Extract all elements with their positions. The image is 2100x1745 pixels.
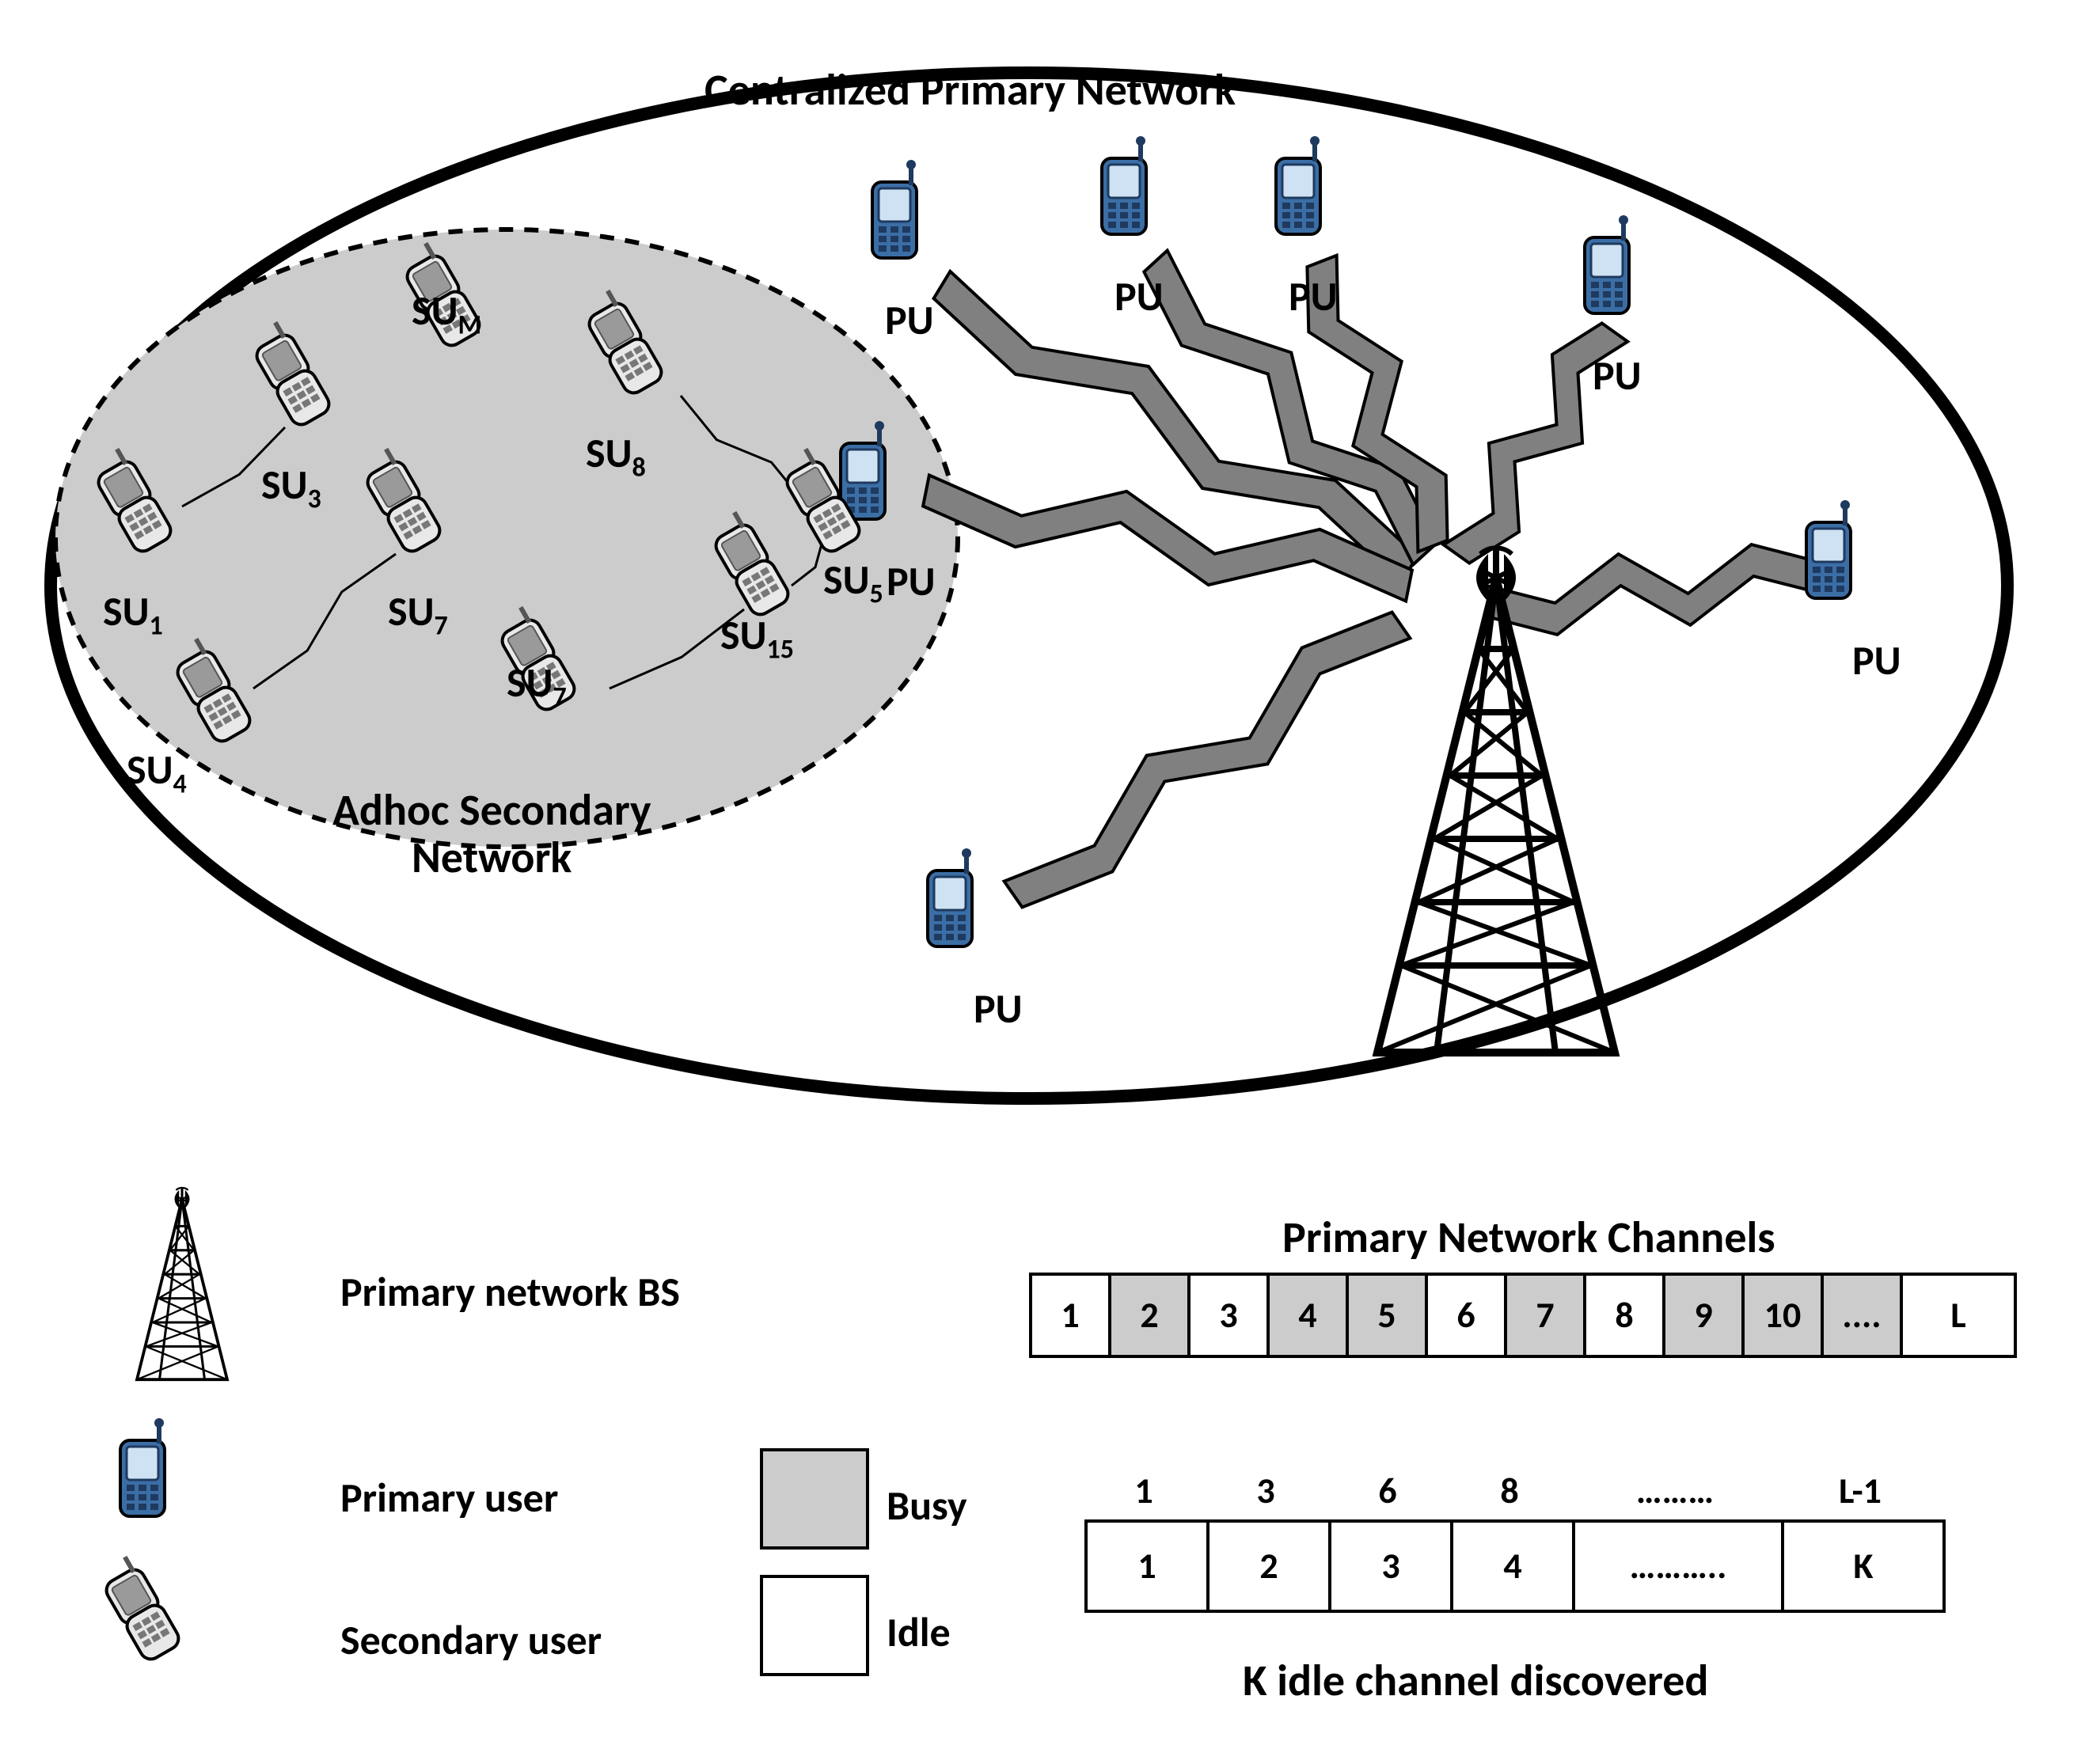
channel-cell: 5	[1349, 1276, 1428, 1355]
channel-cell: L	[1903, 1276, 2014, 1355]
pu-label: PU	[887, 556, 936, 606]
legend-idle-label: Idle	[887, 1607, 951, 1657]
idle-channel-cell: 2	[1209, 1523, 1331, 1610]
title-adhoc-line2: Network	[412, 831, 572, 885]
idle-top-label: 8	[1450, 1469, 1569, 1513]
idle-top-label: 3	[1206, 1469, 1325, 1513]
legend-idle-swatch	[760, 1575, 869, 1676]
idle-channel-cell: 1	[1088, 1523, 1209, 1610]
su-label: SU8	[586, 427, 646, 484]
pu-phone-icon	[1585, 215, 1629, 313]
pu-label: PU	[885, 294, 934, 345]
legend-icons	[95, 1187, 227, 1663]
channel-cell: 7	[1507, 1276, 1586, 1355]
su-label: SU5	[823, 554, 883, 610]
channel-cell: 1	[1032, 1276, 1111, 1355]
idle-channel-cell: 3	[1331, 1523, 1453, 1610]
channel-cell: ....	[1824, 1276, 1903, 1355]
caption-idle-channels: K idle channel discovered	[1243, 1654, 1708, 1708]
pu-label: PU	[974, 983, 1023, 1034]
su-label: SU15	[720, 609, 794, 666]
su-label: SU7	[388, 586, 448, 642]
su-label: SUM	[412, 285, 481, 341]
idle-top-label: L-1	[1781, 1469, 1939, 1513]
pu-phone-icon	[1102, 136, 1146, 234]
title-primary-network: Centralized Primary Network	[704, 63, 1236, 117]
pu-label: PU	[1852, 635, 1901, 685]
su-label: SU4	[127, 744, 187, 800]
idle-top-label: 1	[1084, 1469, 1203, 1513]
bolt-pu-6	[1487, 544, 1822, 635]
pu-phone-icon	[1276, 136, 1320, 234]
channel-cell: 10	[1745, 1276, 1824, 1355]
base-station-tower	[1377, 546, 1615, 1053]
legend-su-label: Secondary user	[340, 1614, 602, 1665]
channel-cell: 2	[1111, 1276, 1191, 1355]
su-label: SU1	[103, 586, 163, 642]
primary-channels-row: 12345678910....L	[1029, 1273, 2017, 1358]
channel-cell: 9	[1665, 1276, 1745, 1355]
idle-channel-cell: 4	[1453, 1523, 1575, 1610]
channel-cell: 3	[1191, 1276, 1270, 1355]
su-label: SU3	[261, 459, 321, 515]
pu-phone-icon	[872, 160, 917, 258]
pu-phone-icon	[1806, 500, 1851, 598]
bolt-pu-7	[1004, 613, 1411, 908]
channel-cell: 8	[1586, 1276, 1665, 1355]
legend-busy-swatch	[760, 1448, 869, 1550]
idle-top-label: 6	[1328, 1469, 1447, 1513]
pu-label: PU	[1593, 350, 1642, 400]
title-adhoc-line1: Adhoc Secondary	[332, 783, 651, 837]
legend-busy-label: Busy	[887, 1480, 967, 1531]
title-channels: Primary Network Channels	[1282, 1211, 1775, 1265]
channel-cell: 4	[1270, 1276, 1349, 1355]
pu-label: PU	[1289, 271, 1338, 321]
pu-label: PU	[1115, 271, 1164, 321]
idle-channel-cell: K	[1784, 1523, 1942, 1610]
pu-phone-icon	[928, 848, 972, 946]
legend-pu-label: Primary user	[340, 1472, 558, 1523]
diagram-stage: Centralized Primary Network Adhoc Second…	[0, 0, 2100, 1745]
idle-top-label: ………	[1572, 1469, 1778, 1513]
legend-bs-label: Primary network BS	[340, 1266, 680, 1317]
idle-channel-cell: ………..	[1575, 1523, 1784, 1610]
idle-channels-row: 1234………..K	[1084, 1519, 1946, 1613]
channel-cell: 6	[1428, 1276, 1507, 1355]
pu-bs-links	[923, 251, 1821, 908]
su-label: SU7	[507, 657, 567, 713]
